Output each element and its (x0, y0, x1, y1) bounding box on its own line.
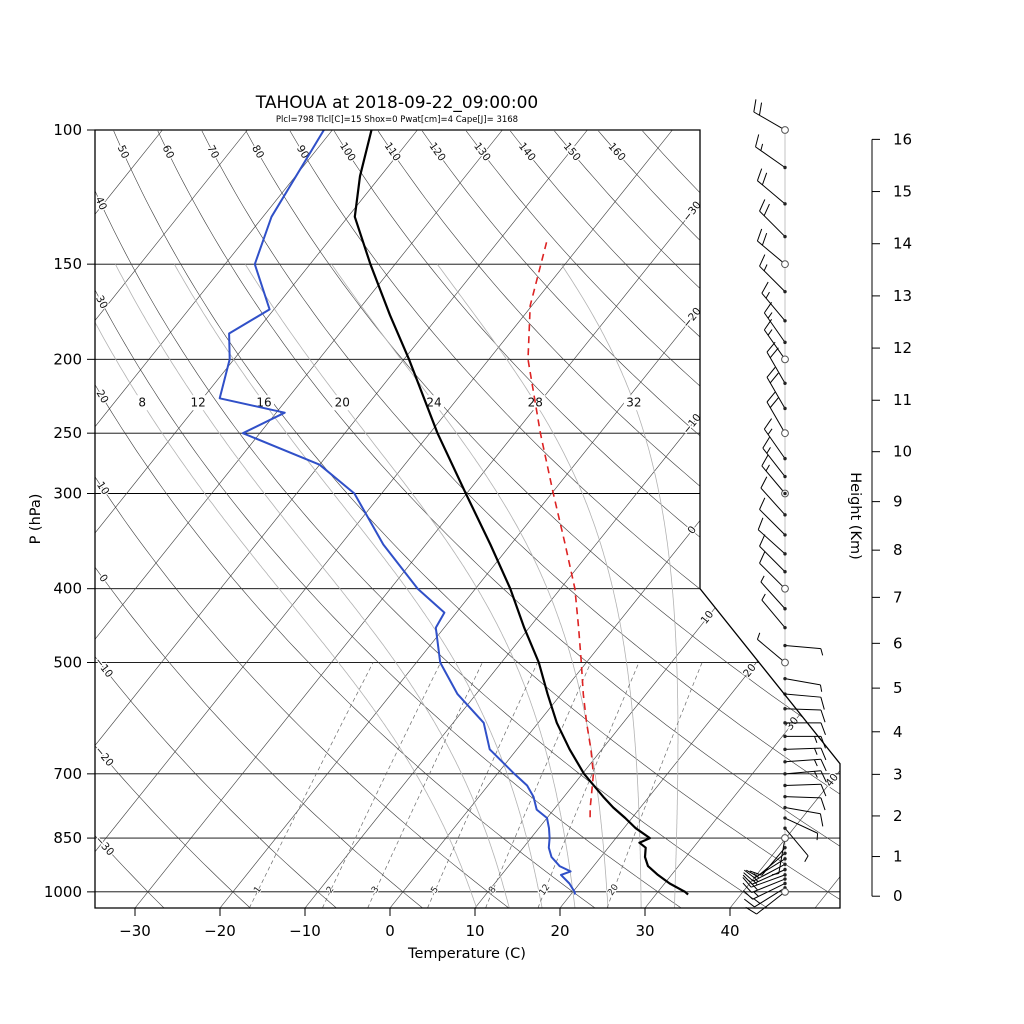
sounding-parcel-line (527, 241, 595, 818)
svg-text:2: 2 (325, 885, 336, 895)
temp-tick-label: −30 (119, 922, 151, 940)
svg-text:150: 150 (561, 140, 583, 163)
height-tick-label: 3 (893, 765, 903, 783)
chart-title: TAHOUA at 2018-09-22_09:00:00 (255, 93, 538, 113)
svg-text:−20: −20 (92, 744, 115, 769)
pressure-tick-label: 400 (53, 580, 82, 598)
height-tick-label: 6 (893, 634, 903, 652)
svg-text:80: 80 (249, 143, 266, 161)
temp-tick-label: −10 (289, 922, 321, 940)
svg-text:20: 20 (94, 388, 111, 406)
temp-tick-label: 10 (465, 922, 484, 940)
sounding-dewpoint-line (218, 130, 577, 895)
pressure-tick-label: 200 (53, 350, 82, 368)
svg-text:130: 130 (471, 140, 493, 163)
pressure-tick-label: 1000 (44, 883, 82, 901)
height-tick-label: 4 (893, 723, 903, 741)
height-tick-label: 11 (893, 391, 912, 409)
chart-subtitle: Plcl=798 Tlcl[C]=15 Shox=0 Pwat[cm]=4 Ca… (276, 115, 518, 125)
svg-text:160: 160 (606, 141, 628, 164)
pressure-axis-label: P (hPa) (28, 494, 44, 545)
svg-text:100: 100 (337, 140, 358, 163)
height-tick-label: 13 (893, 287, 912, 305)
svg-text:0: 0 (96, 572, 110, 584)
height-tick-label: 7 (893, 588, 903, 606)
pressure-tick-label: 500 (53, 654, 82, 672)
pressure-tick-label: 100 (53, 121, 82, 139)
height-tick-label: 9 (893, 493, 903, 511)
pressure-tick-label: 150 (53, 255, 82, 273)
pressure-tick-label: 300 (53, 484, 82, 502)
temp-tick-label: 20 (550, 922, 569, 940)
height-tick-label: 0 (893, 887, 903, 905)
height-tick-label: 2 (893, 807, 903, 825)
temp-tick-label: 0 (385, 922, 395, 940)
svg-text:24: 24 (426, 396, 441, 410)
wind-barb-column (742, 99, 827, 915)
height-tick-label: 16 (893, 130, 912, 148)
height-tick-label: 15 (893, 183, 912, 201)
svg-text:140: 140 (516, 140, 538, 163)
svg-text:1: 1 (252, 885, 263, 895)
svg-text:3: 3 (370, 885, 381, 895)
sounding-curves (218, 130, 689, 896)
height-tick-label: 14 (893, 235, 912, 253)
background-grid (95, 130, 840, 908)
height-tick-label: 12 (893, 339, 912, 357)
svg-text:60: 60 (160, 143, 177, 160)
temp-tick-label: 40 (720, 922, 739, 940)
pressure-tick-label: 250 (53, 424, 82, 442)
temp-tick-label: −20 (204, 922, 236, 940)
svg-text:5: 5 (430, 885, 441, 895)
svg-text:20: 20 (741, 662, 759, 680)
svg-text:28: 28 (528, 396, 543, 410)
svg-text:90: 90 (294, 143, 311, 161)
svg-text:50: 50 (115, 143, 131, 160)
svg-text:120: 120 (426, 140, 447, 163)
height-tick-label: 8 (893, 541, 903, 559)
svg-text:70: 70 (204, 143, 221, 160)
height-tick-label: 5 (893, 679, 903, 697)
sounding-temperature-line (353, 130, 689, 896)
temp-tick-label: 30 (635, 922, 654, 940)
plot-boundary (94, 129, 841, 909)
svg-text:8: 8 (138, 396, 146, 410)
svg-text:32: 32 (626, 396, 641, 410)
svg-text:10: 10 (94, 480, 111, 498)
svg-text:20: 20 (606, 882, 621, 897)
height-tick-label: 1 (893, 848, 903, 866)
svg-text:16: 16 (256, 396, 271, 410)
height-axis-label: Height (Km) (847, 472, 863, 560)
svg-text:110: 110 (382, 140, 403, 163)
svg-text:10: 10 (699, 609, 717, 627)
pressure-tick-label: 850 (53, 829, 82, 847)
pressure-tick-label: 700 (53, 765, 82, 783)
height-tick-label: 10 (893, 443, 912, 461)
svg-text:20: 20 (335, 396, 350, 410)
svg-text:12: 12 (190, 396, 205, 410)
temperature-axis-label: Temperature (C) (407, 946, 526, 962)
svg-text:8: 8 (487, 885, 499, 896)
